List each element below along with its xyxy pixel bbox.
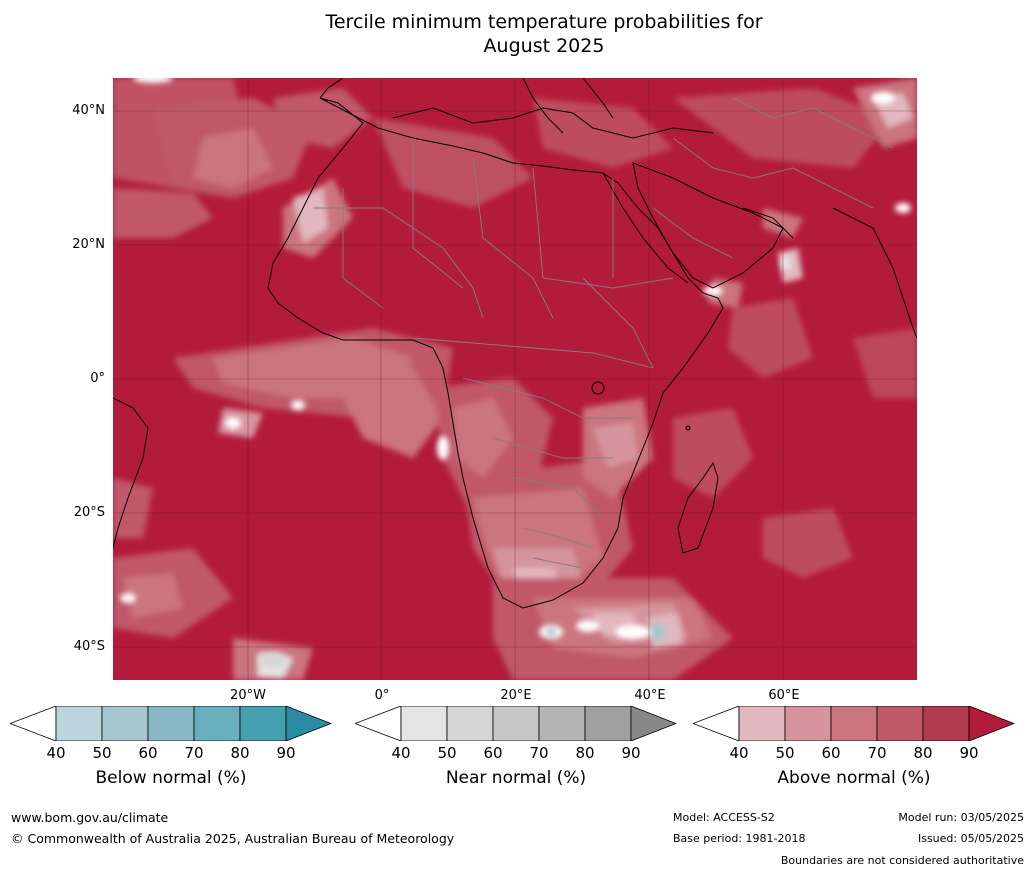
- lat-label-40s: 40°S: [73, 639, 105, 654]
- colorbar-above-label: Above normal (%): [777, 768, 931, 788]
- tick-label: 40: [46, 744, 66, 762]
- copyright-text: © Commonwealth of Australia 2025, Austra…: [11, 831, 455, 846]
- lon-label-20e: 20°E: [500, 688, 532, 703]
- tick-label: 50: [775, 744, 795, 762]
- tick-label: 80: [575, 744, 595, 762]
- tick-label: 40: [391, 744, 411, 762]
- title-line-1: Tercile minimum temperature probabilitie…: [325, 11, 763, 33]
- base-period: Base period: 1981-2018: [673, 832, 806, 845]
- colorbar-below-label: Below normal (%): [95, 768, 247, 788]
- lon-label-20w: 20°W: [230, 688, 266, 703]
- country-borders: [313, 97, 894, 569]
- boundaries-disclaimer: Boundaries are not considered authoritat…: [780, 854, 1024, 867]
- tick-label: 70: [184, 744, 204, 762]
- tick-label: 50: [92, 744, 112, 762]
- lon-label-40e: 40°E: [634, 688, 666, 703]
- lat-label-40n: 40°N: [72, 103, 105, 118]
- coastlines: [112, 77, 918, 609]
- tick-label: 60: [138, 744, 158, 762]
- tick-label: 80: [230, 744, 250, 762]
- tick-label: 90: [621, 744, 641, 762]
- tick-label: 50: [437, 744, 457, 762]
- tick-label: 70: [529, 744, 549, 762]
- lon-label-0: 0°: [374, 688, 390, 703]
- tick-label: 90: [276, 744, 296, 762]
- website-link[interactable]: www.bom.gov.au/climate: [11, 810, 169, 825]
- tick-label: 60: [483, 744, 503, 762]
- lon-label-60e: 60°E: [768, 688, 800, 703]
- probability-map: [112, 73, 918, 680]
- colorbar-near-label: Near normal (%): [445, 768, 587, 788]
- graticule: [113, 78, 917, 680]
- title-line-2: August 2025: [483, 35, 605, 57]
- lat-label-0: 0°: [90, 371, 105, 386]
- map-canvas: [112, 73, 918, 680]
- tick-label: 90: [959, 744, 979, 762]
- tick-label: 70: [867, 744, 887, 762]
- tick-label: 40: [729, 744, 749, 762]
- model-name: Model: ACCESS-S2: [673, 811, 775, 824]
- issued-date: Issued: 05/05/2025: [917, 832, 1024, 845]
- model-run-date: Model run: 03/05/2025: [898, 811, 1024, 824]
- tick-label: 80: [913, 744, 933, 762]
- colorbar-above-normal: [693, 706, 1015, 741]
- colorbar-below-normal: [10, 706, 332, 741]
- lat-label-20s: 20°S: [73, 505, 105, 520]
- tick-label: 60: [821, 744, 841, 762]
- colorbar-near-normal: [355, 706, 677, 741]
- map-title: Tercile minimum temperature probabilitie…: [0, 10, 1035, 58]
- lat-label-20n: 20°N: [72, 237, 105, 252]
- probability-shading: [113, 78, 917, 680]
